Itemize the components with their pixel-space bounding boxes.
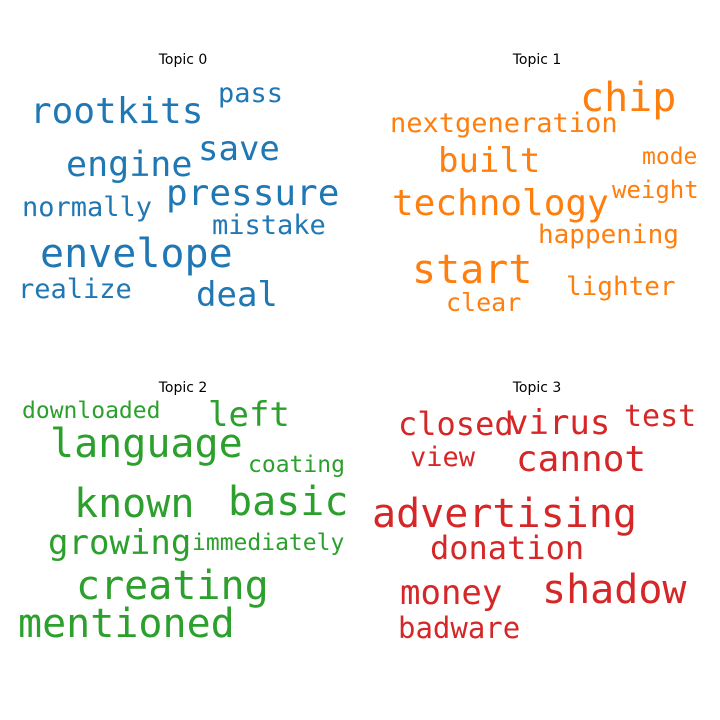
word-test: test [624, 399, 697, 434]
topic-0-panel: Topic 0 pass rootkits save engine pressu… [18, 50, 348, 350]
topic-3-title: Topic 3 [512, 380, 562, 396]
word-badware: badware [398, 611, 521, 645]
topic-2-panel: Topic 2 downloaded left language coating… [18, 378, 348, 678]
word-creating: creating [76, 563, 269, 609]
word-built: built [438, 141, 541, 181]
word-happening: happening [538, 220, 679, 250]
word-money: money [400, 573, 503, 613]
topic-0-title: Topic 0 [158, 52, 208, 68]
word-shadow: shadow [542, 567, 687, 613]
topic-3-panel: Topic 3 closed virus test view cannot ad… [372, 378, 702, 678]
word-clear: clear [446, 288, 522, 317]
word-closed: closed [398, 405, 514, 443]
word-nextgeneration: nextgeneration [390, 108, 618, 139]
word-advertising: advertising [372, 491, 637, 537]
word-immediately: immediately [192, 530, 345, 556]
word-lighter: lighter [566, 272, 676, 302]
word-normally: normally [22, 192, 153, 223]
topic-1-panel: Topic 1 chip nextgeneration built mode w… [372, 50, 702, 350]
topic-2-title: Topic 2 [158, 380, 208, 396]
word-left: left [208, 395, 290, 435]
word-chip: chip [580, 75, 677, 121]
word-technology: technology [392, 183, 609, 224]
word-downloaded: downloaded [22, 398, 161, 424]
word-rootkits: rootkits [30, 91, 204, 132]
word-donation: donation [430, 529, 585, 567]
word-deal: deal [196, 275, 278, 315]
word-coating: coating [248, 452, 345, 478]
word-view: view [410, 442, 476, 473]
word-pass: pass [218, 78, 284, 109]
word-virus: virus [508, 403, 611, 443]
word-cannot: cannot [516, 439, 647, 480]
topic-1-title: Topic 1 [512, 52, 562, 68]
word-envelope: envelope [40, 231, 233, 277]
word-mentioned: mentioned [18, 601, 235, 647]
word-start: start [412, 247, 533, 293]
word-mistake: mistake [212, 210, 326, 241]
word-save: save [198, 129, 280, 169]
word-engine: engine [66, 145, 193, 185]
word-basic: basic [228, 479, 349, 525]
word-growing: growing [48, 523, 192, 563]
word-weight: weight [612, 176, 699, 204]
word-known: known [74, 481, 195, 527]
word-mode: mode [642, 144, 698, 170]
word-language: language [50, 421, 243, 467]
word-realize: realize [18, 274, 132, 305]
word-pressure: pressure [166, 173, 340, 214]
